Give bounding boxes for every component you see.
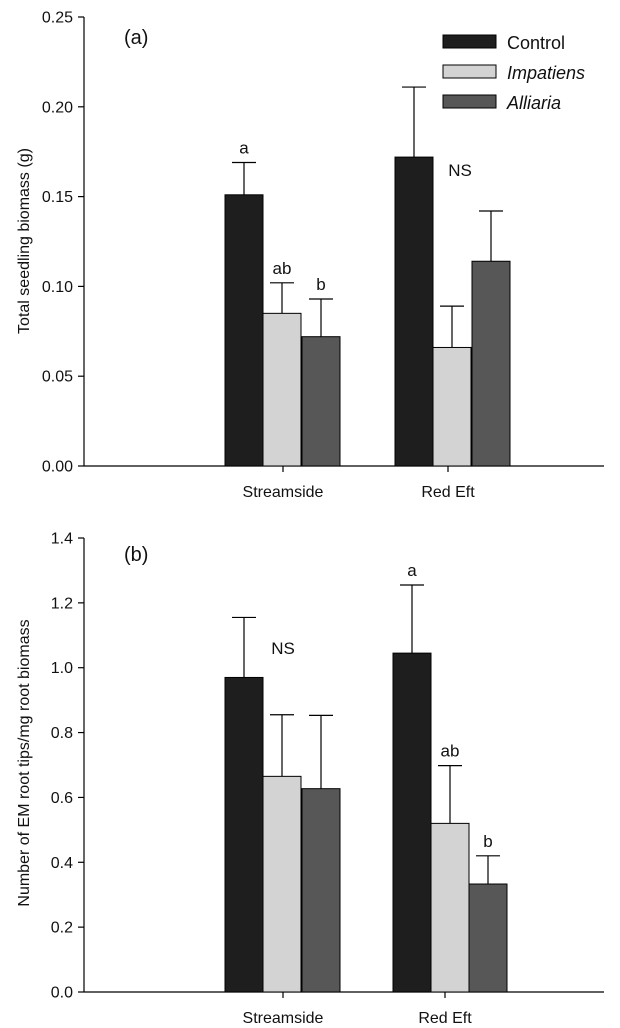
panel-a-legend: Control Impatiens Alliaria [442, 33, 585, 113]
panel-a-bar-impatiens-1 [432, 346, 472, 467]
panel-b-bar-control-0 [224, 676, 264, 993]
panel-a-bar-impatiens-0 [262, 312, 302, 467]
panel-a-y-tick-label: 0.10 [42, 279, 73, 296]
panel-b-y-tick-label: 1.4 [51, 531, 73, 548]
panel-a-bar-alliaria-1 [471, 260, 511, 467]
legend-swatch-control [442, 34, 497, 49]
panel-b-y-tick-label: 0.0 [51, 985, 73, 1002]
panel-b-significance-label: b [483, 832, 492, 851]
panel-b-significance-label: a [407, 561, 417, 580]
panel-a-y-tick-label: 0.00 [42, 459, 73, 476]
panel-b-y-tick-label: 1.2 [51, 595, 73, 612]
panel-a-chart: (a) Total seedling biomass (g) Control I… [16, 10, 604, 501]
panel-b-y-tick-label: 0.4 [51, 855, 73, 872]
panel-b-bar-impatiens-1 [430, 822, 470, 993]
panel-a-y-tick-label: 0.25 [42, 10, 73, 27]
panel-a-bar-control-0 [224, 194, 264, 467]
panel-a-significance-label: NS [448, 161, 472, 180]
panel-a-category-label: Streamside [243, 484, 324, 501]
panel-a-significance-label: b [316, 275, 325, 294]
panel-b-y-axis-label: Number of EM root tips/mg root biomass [16, 619, 33, 906]
legend-label-alliaria: Alliaria [506, 93, 561, 113]
panel-b-bar-control-1 [392, 652, 432, 993]
panel-b-bar-alliaria-1 [468, 883, 508, 993]
panel-a-significance-label: a [239, 138, 249, 157]
legend-label-impatiens: Impatiens [507, 63, 585, 83]
panel-b-y-tick-label: 0.6 [51, 790, 73, 807]
legend-label-control: Control [507, 33, 565, 53]
panel-b-y-tick-label: 1.0 [51, 660, 73, 677]
panel-b-chart: (b) Number of EM root tips/mg root bioma… [16, 531, 604, 1027]
panel-b-y-tick-label: 0.2 [51, 920, 73, 937]
panel-a-y-tick-label: 0.20 [42, 99, 73, 116]
panel-b-significance-label: NS [271, 639, 295, 658]
panel-a-label: (a) [124, 27, 148, 49]
panel-a-y-axis-label: Total seedling biomass (g) [16, 148, 33, 334]
panel-b-bar-impatiens-0 [262, 775, 302, 993]
panel-b-significance-label: ab [441, 742, 460, 761]
legend-swatch-alliaria [442, 94, 497, 109]
panel-b-bar-alliaria-0 [301, 788, 341, 993]
panel-a-bar-control-1 [394, 156, 434, 467]
panel-a-category-label: Red Eft [421, 484, 475, 501]
panel-a-significance-label: ab [273, 259, 292, 278]
panel-a-bar-alliaria-0 [301, 336, 341, 467]
panel-b-label: (b) [124, 544, 148, 566]
legend-swatch-impatiens [442, 64, 497, 79]
panel-b-category-label: Streamside [243, 1010, 324, 1027]
panel-a-y-tick-label: 0.05 [42, 369, 73, 386]
panel-a-y-tick-label: 0.15 [42, 189, 73, 206]
panel-b-category-label: Red Eft [418, 1010, 472, 1027]
panel-b-y-tick-label: 0.8 [51, 725, 73, 742]
